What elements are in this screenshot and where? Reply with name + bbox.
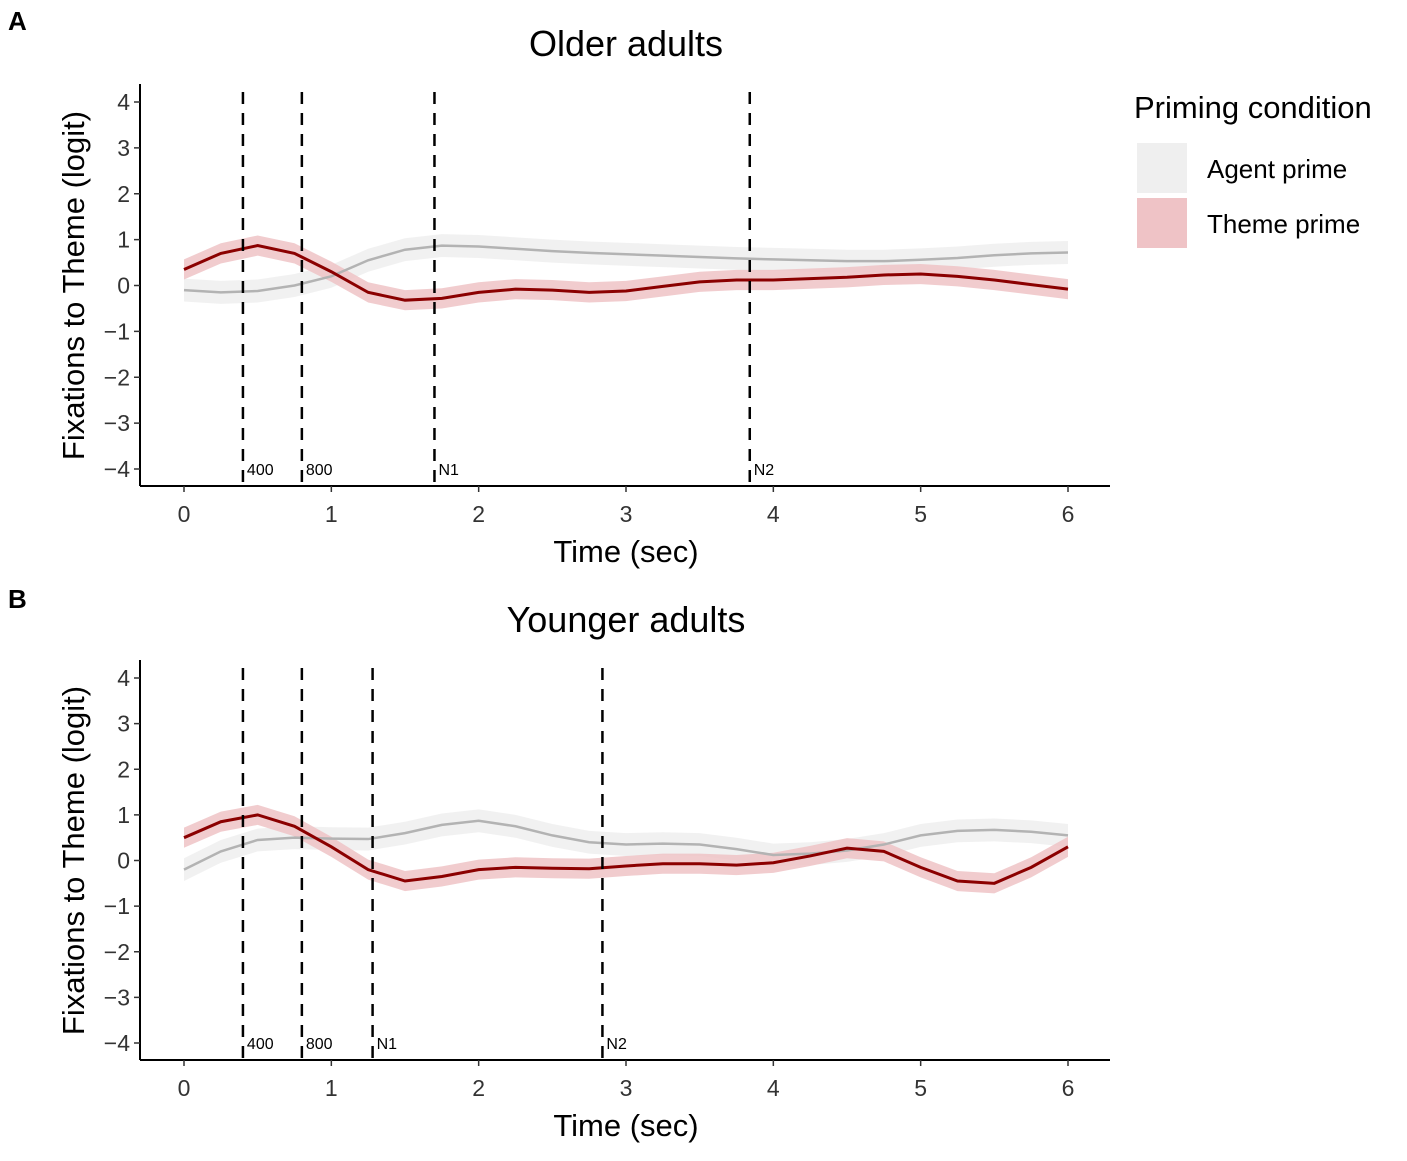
legend-title: Priming condition <box>1134 90 1372 125</box>
x-tick-label: 2 <box>472 501 485 527</box>
y-tick-label: 3 <box>117 135 130 161</box>
x-tick-label: 2 <box>472 1075 485 1101</box>
y-tick-label: 3 <box>117 711 130 737</box>
event-label: N1 <box>377 1036 398 1053</box>
x-axis-label: Time (sec) <box>553 534 698 569</box>
legend-key <box>1137 143 1187 193</box>
event-label: 800 <box>306 1036 333 1053</box>
y-tick-label: 0 <box>117 848 130 874</box>
event-label: 800 <box>306 462 333 479</box>
legend-label: Agent prime <box>1207 154 1347 184</box>
x-tick-label: 4 <box>767 1075 780 1101</box>
x-tick-label: 0 <box>178 501 191 527</box>
series-line-theme-prime <box>183 244 1069 302</box>
y-tick-label: −2 <box>104 939 130 965</box>
series-line-theme-prime <box>183 813 1069 885</box>
x-tick-label: 5 <box>914 1075 927 1101</box>
panel-A: A Older adults 400 800 N1 N2 −4 −3 −2 −1 0 1 2 3 4 0 1 2 3… <box>8 6 1110 569</box>
event-label: N2 <box>754 462 775 479</box>
y-tick-label: 1 <box>117 802 130 828</box>
series-line-agent-prime <box>183 244 1069 294</box>
x-tick-label: 5 <box>914 501 927 527</box>
ci-band-theme-prime <box>184 235 1068 311</box>
panel-label: B <box>8 584 27 614</box>
panel-label: A <box>8 6 27 36</box>
y-tick-label: −3 <box>104 984 130 1010</box>
event-label: N2 <box>606 1036 627 1053</box>
x-axis-label: Time (sec) <box>553 1108 698 1143</box>
y-tick-label: −2 <box>104 364 130 390</box>
legend: Priming condition Agent prime Theme prime <box>1134 90 1372 248</box>
panel-B: B Younger adults 400 800 N1 N2 −4 −3 −2 −1 0 1 2 3 4 0 1… <box>8 584 1110 1143</box>
y-tick-label: −4 <box>104 1030 130 1056</box>
event-label: 400 <box>247 462 274 479</box>
legend-label: Theme prime <box>1207 209 1360 239</box>
chart-title: Younger adults <box>507 599 746 640</box>
x-tick-label: 3 <box>620 1075 633 1101</box>
y-tick-label: 4 <box>117 89 130 115</box>
y-tick-label: 1 <box>117 227 130 253</box>
y-tick-label: 2 <box>117 756 130 782</box>
x-tick-label: 0 <box>178 1075 191 1101</box>
y-tick-label: −3 <box>104 410 130 436</box>
series-line-agent-prime <box>183 819 1069 871</box>
event-label: N1 <box>438 462 459 479</box>
x-tick-label: 1 <box>325 501 338 527</box>
y-tick-label: 0 <box>117 273 130 299</box>
event-label: 400 <box>247 1036 274 1053</box>
y-axis-label: Fixations to Theme (logit) <box>56 111 91 460</box>
legend-item: Agent prime <box>1137 143 1347 193</box>
x-tick-label: 6 <box>1062 501 1075 527</box>
legend-key <box>1137 198 1187 248</box>
y-axis-label: Fixations to Theme (logit) <box>56 686 91 1035</box>
x-tick-label: 1 <box>325 1075 338 1101</box>
y-tick-label: 4 <box>117 665 130 691</box>
x-tick-label: 4 <box>767 501 780 527</box>
y-tick-label: −4 <box>104 456 130 482</box>
ci-band-theme-prime <box>184 804 1068 894</box>
y-tick-label: 2 <box>117 181 130 207</box>
chart-title: Older adults <box>529 23 723 64</box>
x-tick-label: 6 <box>1062 1075 1075 1101</box>
y-tick-label: −1 <box>104 318 130 344</box>
y-tick-label: −1 <box>104 893 130 919</box>
legend-item: Theme prime <box>1137 198 1360 248</box>
ci-band-agent-prime <box>184 234 1068 304</box>
x-tick-label: 3 <box>620 501 633 527</box>
